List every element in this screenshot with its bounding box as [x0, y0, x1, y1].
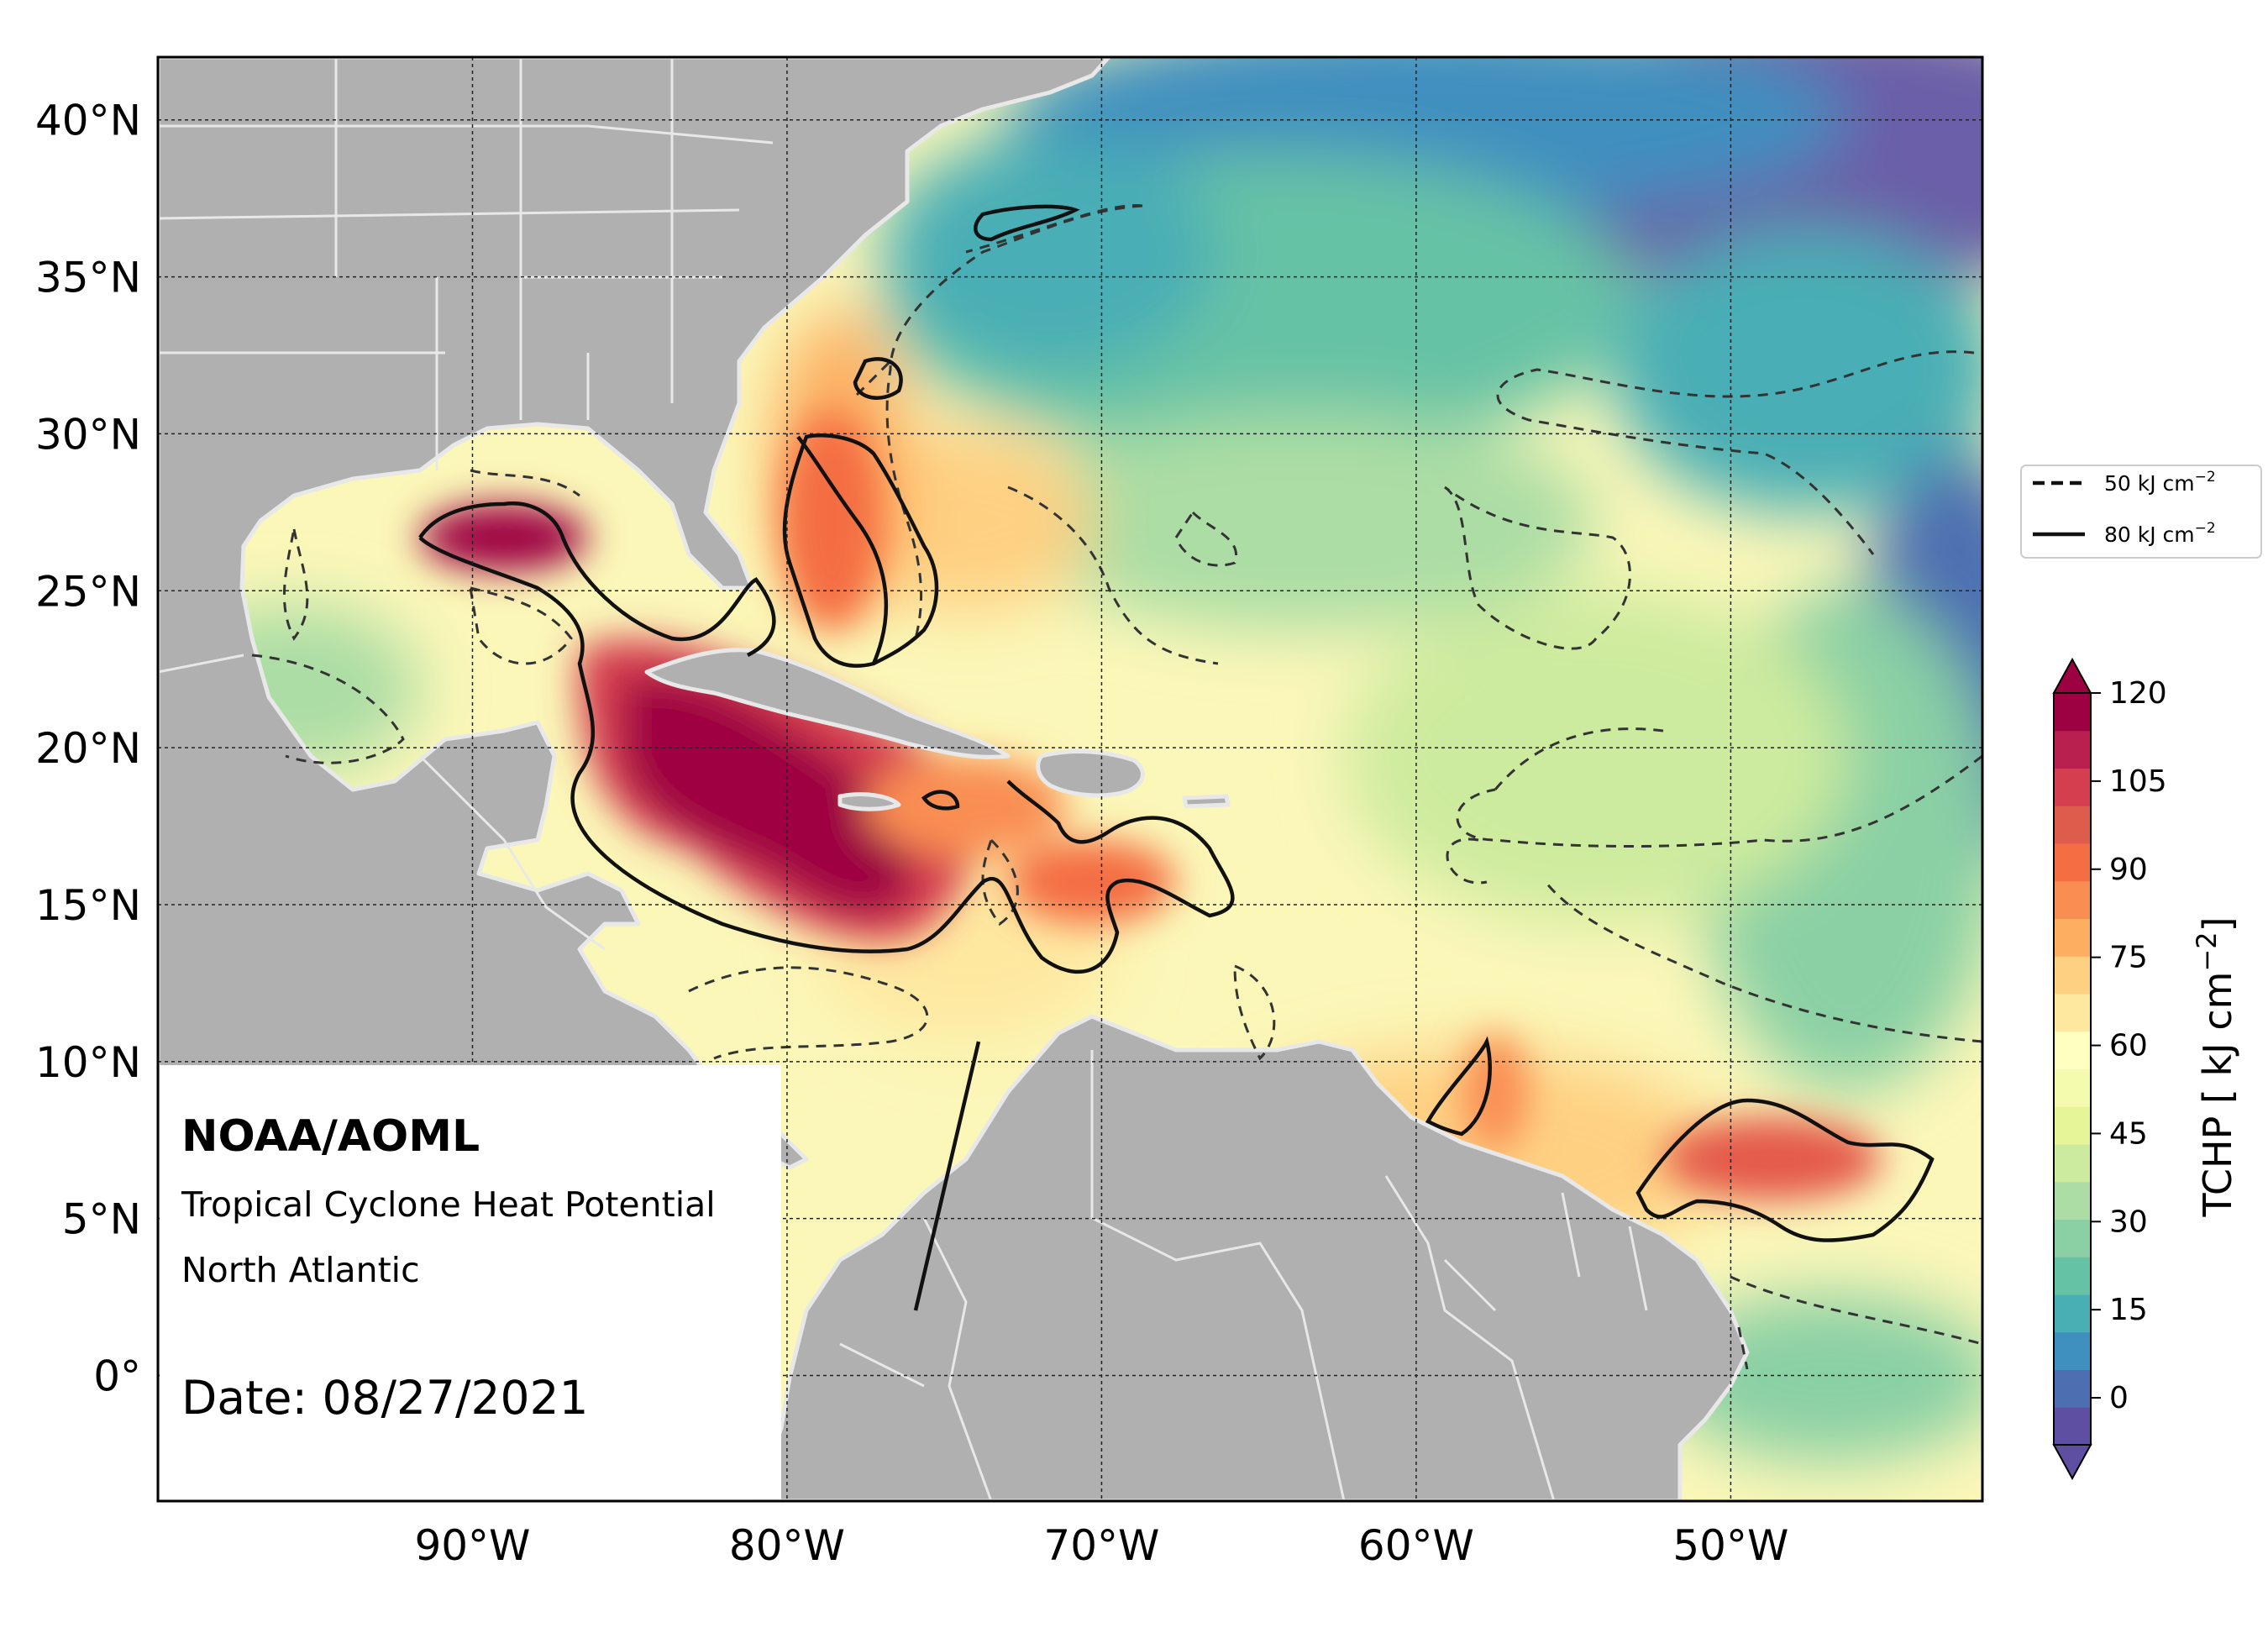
lat-tick-label: 15°N — [35, 881, 141, 930]
colorbar-segment — [2054, 1144, 2091, 1183]
colorbar-segment — [2054, 1031, 2091, 1069]
colorbar-tick-label: 60 — [2109, 1029, 2148, 1063]
legend-solid-label: 80 kJ cm−2 — [2104, 520, 2216, 547]
colorbar-tick-label: 0 — [2109, 1381, 2129, 1415]
colorbar-top-extend — [2052, 657, 2092, 694]
jamaica-land — [837, 792, 901, 811]
colorbar-segment — [2054, 768, 2091, 806]
lon-tick-label: 80°W — [729, 1521, 845, 1570]
colorbar-segment — [2054, 730, 2091, 769]
colorbar-segment — [2054, 1106, 2091, 1145]
colorbar-tick-label: 75 — [2109, 941, 2148, 975]
lon-tick-label: 90°W — [414, 1521, 530, 1570]
tchp-hot-core — [420, 412, 1882, 1201]
latitude-tick-labels: 40°N 35°N 30°N 25°N 20°N 15°N 10°N 5°N 0° — [35, 97, 141, 1401]
info-org-text: NOAA/AOML — [181, 1111, 480, 1162]
lat-tick-label: 40°N — [35, 97, 141, 145]
colorbar-tick-label: 30 — [2109, 1205, 2148, 1239]
colorbar-frame — [2053, 692, 2092, 1446]
longitude-tick-labels: 90°W 80°W 70°W 60°W 50°W — [414, 1521, 1788, 1570]
colorbar-segment — [2054, 693, 2091, 732]
south-america-land — [753, 1014, 1750, 1501]
lon-tick-label: 60°W — [1358, 1521, 1474, 1570]
colorbar-title: TCHP [ kJ cm−2] — [2191, 916, 2240, 1217]
contour-legend: 50 kJ cm−2 80 kJ cm−2 — [2020, 465, 2262, 559]
info-region-text: North Atlantic — [181, 1250, 420, 1290]
lat-tick-label: 25°N — [35, 567, 141, 616]
map-frame — [156, 55, 1984, 1503]
colorbar-segment — [2054, 1219, 2091, 1257]
info-box-background — [160, 1065, 781, 1499]
puerto-rico-land — [1182, 794, 1231, 809]
info-box: NOAA/AOML Tropical Cyclone Heat Potentia… — [160, 1065, 781, 1499]
info-date-text: Date: 08/27/2021 — [181, 1371, 588, 1425]
lat-tick-label: 30°N — [35, 410, 141, 459]
colorbar-tick-label: 45 — [2109, 1116, 2148, 1151]
colorbar-segment — [2054, 1331, 2091, 1370]
colorbar-tick-label: 105 — [2109, 764, 2167, 799]
lon-tick-label: 50°W — [1672, 1521, 1788, 1570]
lat-tick-label: 10°N — [35, 1038, 141, 1087]
colorbar-bottom-extend — [2052, 1444, 2092, 1481]
colorbar-segments — [2054, 693, 2091, 1446]
lon-tick-label: 70°W — [1043, 1521, 1159, 1570]
colorbar-tick-labels: 120 105 90 75 60 45 30 15 0 — [2091, 676, 2167, 1415]
cuba-land — [644, 648, 1011, 759]
colorbar-segment — [2054, 843, 2091, 882]
legend-dashed-label: 50 kJ cm−2 — [2104, 469, 2216, 496]
colorbar-segment — [2054, 1294, 2091, 1333]
lat-tick-label: 35°N — [35, 254, 141, 302]
colorbar: 120 105 90 75 60 45 30 15 0 TCHP [ kJ cm−2] — [2052, 657, 2240, 1481]
info-product-text: Tropical Cyclone Heat Potential — [181, 1184, 716, 1225]
contour-50 — [251, 204, 1982, 1370]
colorbar-segment — [2054, 1257, 2091, 1295]
lat-tick-label: 5°N — [62, 1195, 141, 1244]
lat-tick-label: 0° — [93, 1352, 141, 1401]
hispaniola-land — [1036, 749, 1145, 798]
map-plot-area — [158, 57, 1982, 1501]
colorbar-tick-label: 90 — [2109, 853, 2148, 887]
colorbar-segment — [2054, 1181, 2091, 1220]
colorbar-tick-label: 15 — [2109, 1293, 2148, 1327]
colorbar-segment — [2054, 994, 2091, 1032]
colorbar-segment — [2054, 1068, 2091, 1107]
lat-tick-label: 20°N — [35, 724, 141, 773]
colorbar-segment — [2054, 1369, 2091, 1408]
colorbar-tick-label: 120 — [2109, 676, 2167, 711]
colorbar-segment — [2054, 806, 2091, 844]
colorbar-segment — [2054, 1407, 2091, 1446]
colorbar-segment — [2054, 956, 2091, 995]
colorbar-segment — [2054, 918, 2091, 957]
colorbar-segment — [2054, 880, 2091, 919]
